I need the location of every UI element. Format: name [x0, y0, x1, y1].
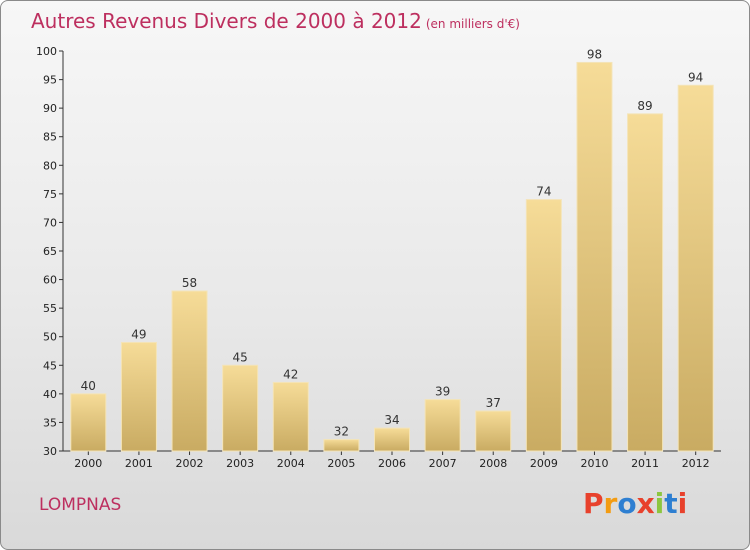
x-tick-label-2008: 2008 — [479, 457, 507, 470]
y-tick-label: 55 — [43, 302, 57, 315]
logo-letter: P — [583, 487, 604, 520]
y-tick-label: 95 — [43, 74, 57, 87]
y-tick-label: 35 — [43, 416, 57, 429]
bar-2008 — [475, 410, 512, 452]
chart-subtitle: (en milliers d'€) — [425, 17, 520, 31]
x-tick-label-2003: 2003 — [226, 457, 254, 470]
x-tick-label-2012: 2012 — [682, 457, 710, 470]
chart-title: Autres Revenus Divers de 2000 à 2012 (en … — [31, 9, 520, 33]
bar-2012 — [677, 84, 714, 452]
value-label-2002: 58 — [182, 276, 197, 290]
y-tick-label: 85 — [43, 131, 57, 144]
y-tick-label: 30 — [43, 445, 57, 458]
chart-value-labels: 40 49 58 45 42 32 34 39 37 74 98 89 94 — [81, 47, 704, 438]
x-tick-label-2004: 2004 — [277, 457, 305, 470]
x-tick-label-2011: 2011 — [631, 457, 659, 470]
logo-letter: t — [664, 487, 678, 520]
value-label-2007: 39 — [435, 385, 450, 399]
x-tick-label-2002: 2002 — [176, 457, 204, 470]
y-tick-label: 90 — [43, 102, 57, 115]
logo-letter: x — [636, 487, 655, 520]
value-label-2009: 74 — [536, 185, 551, 199]
y-tick-label: 70 — [43, 216, 57, 229]
bar-2003 — [222, 364, 259, 452]
logo-letter: o — [617, 487, 637, 520]
bar-2005 — [323, 439, 360, 452]
value-label-2003: 45 — [233, 350, 248, 364]
y-tick-label: 100 — [36, 45, 57, 58]
value-label-2001: 49 — [131, 327, 146, 341]
x-tick-label-2010: 2010 — [580, 457, 608, 470]
commune-name: LOMPNAS — [39, 495, 122, 515]
bar-2000 — [70, 393, 107, 452]
x-tick-label-2005: 2005 — [327, 457, 355, 470]
y-tick-label: 40 — [43, 388, 57, 401]
x-tick-label-2007: 2007 — [429, 457, 457, 470]
chart-bars — [70, 61, 714, 452]
value-label-2010: 98 — [587, 47, 602, 61]
y-tick-label: 65 — [43, 245, 57, 258]
y-tick-label: 50 — [43, 331, 57, 344]
value-label-2000: 40 — [81, 379, 96, 393]
bar-2009 — [525, 199, 562, 452]
proxiti-logo: Proxiti — [583, 487, 687, 520]
logo-letter: i — [654, 487, 665, 520]
chart-axes: 30 35 40 45 50 55 60 65 70 75 80 85 90 95 100 2000 2001 2… — [36, 45, 721, 470]
value-label-2011: 89 — [637, 99, 652, 113]
x-tick-label-2000: 2000 — [74, 457, 102, 470]
bar-2001 — [120, 341, 157, 452]
logo-letter: i — [677, 487, 688, 520]
y-tick-label: 80 — [43, 159, 57, 172]
y-tick-label: 75 — [43, 188, 57, 201]
logo-letter: r — [603, 487, 618, 520]
value-label-2005: 32 — [334, 425, 349, 439]
bar-2006 — [374, 427, 410, 452]
bar-2004 — [272, 381, 309, 452]
bar-2002 — [171, 290, 208, 452]
bar-2011 — [627, 113, 664, 452]
bar-2010 — [576, 61, 613, 452]
x-tick-label-2006: 2006 — [378, 457, 406, 470]
value-label-2004: 42 — [283, 367, 298, 381]
value-label-2006: 34 — [384, 413, 399, 427]
y-tick-label: 45 — [43, 359, 57, 372]
x-tick-label-2009: 2009 — [530, 457, 558, 470]
value-label-2008: 37 — [486, 396, 501, 410]
bar-2007 — [424, 399, 461, 452]
value-label-2012: 94 — [688, 70, 703, 84]
y-tick-label: 60 — [43, 274, 57, 287]
x-tick-label-2001: 2001 — [125, 457, 153, 470]
chart-title-text: Autres Revenus Divers de 2000 à 2012 — [31, 9, 422, 33]
